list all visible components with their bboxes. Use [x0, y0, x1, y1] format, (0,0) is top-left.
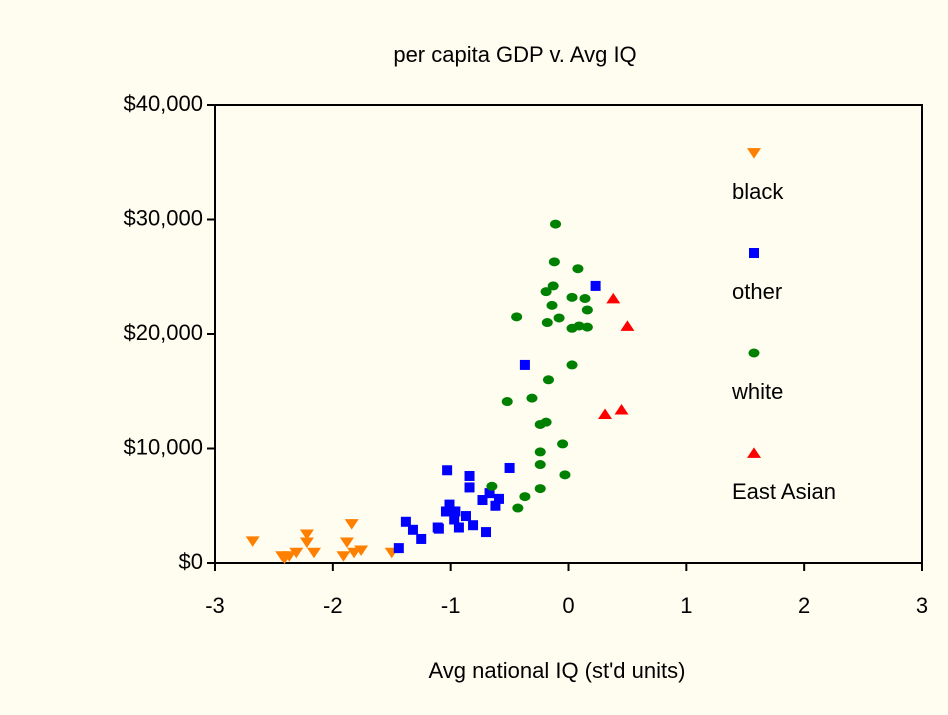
marker [453, 522, 464, 533]
marker [542, 375, 554, 385]
marker [620, 320, 635, 331]
marker [460, 511, 471, 522]
marker [486, 481, 498, 491]
marker [393, 543, 404, 554]
marker [344, 519, 359, 530]
marker [339, 537, 354, 548]
y-tick-label: $10,000 [123, 434, 203, 459]
marker [449, 514, 460, 525]
marker [511, 312, 523, 322]
marker [306, 547, 321, 559]
marker [566, 292, 578, 302]
marker [433, 523, 444, 534]
legend-marker [748, 348, 760, 358]
marker [468, 520, 479, 531]
marker [354, 545, 369, 557]
marker [598, 408, 613, 420]
marker [289, 547, 304, 559]
marker [534, 484, 546, 494]
marker [299, 529, 314, 540]
marker [547, 281, 559, 291]
x-tick-label: -2 [323, 593, 343, 618]
marker [590, 280, 601, 291]
legend-marker [747, 447, 761, 458]
marker [464, 470, 475, 481]
marker [581, 322, 593, 332]
marker [450, 506, 461, 517]
marker [548, 257, 560, 267]
marker [504, 462, 515, 473]
marker [541, 318, 553, 328]
marker [501, 397, 513, 407]
marker [553, 313, 565, 323]
marker [442, 465, 453, 476]
x-tick-label: 2 [798, 593, 810, 618]
legend-marker [749, 248, 759, 258]
x-tick-label: -3 [205, 593, 225, 618]
marker [481, 527, 492, 538]
marker [557, 439, 569, 449]
marker [493, 493, 504, 504]
marker [614, 403, 629, 415]
x-tick-label: -1 [441, 593, 461, 618]
marker [534, 447, 546, 457]
x-tick-label: 1 [680, 593, 692, 618]
marker [519, 492, 531, 502]
marker [540, 417, 552, 427]
y-tick-label: $20,000 [123, 320, 203, 345]
legend-label: East Asian [732, 479, 836, 504]
legend-label: white [731, 379, 783, 404]
marker [400, 516, 411, 527]
marker [512, 503, 524, 513]
marker [444, 499, 455, 510]
marker [579, 294, 591, 304]
marker [550, 219, 562, 229]
marker [416, 533, 427, 544]
marker [526, 393, 538, 403]
marker [573, 321, 585, 331]
marker [519, 359, 530, 370]
marker [566, 360, 578, 370]
marker [464, 482, 475, 493]
marker [606, 292, 621, 304]
y-tick-label: $40,000 [123, 91, 203, 116]
x-tick-label: 0 [562, 593, 574, 618]
marker [540, 287, 552, 297]
marker [534, 460, 546, 470]
marker [407, 524, 418, 535]
marker [336, 551, 351, 562]
marker [440, 506, 451, 517]
chart-title: per capita GDP v. Avg IQ [393, 42, 636, 67]
x-axis-label: Avg national IQ (st'd units) [429, 658, 686, 683]
marker [546, 300, 558, 310]
legend-marker [747, 148, 761, 159]
marker [572, 264, 584, 274]
x-tick-label: 3 [916, 593, 928, 618]
marker [477, 495, 488, 506]
marker [245, 536, 260, 547]
y-tick-label: $0 [179, 549, 203, 574]
marker [581, 305, 593, 315]
marker [299, 537, 314, 548]
marker [559, 470, 571, 480]
y-tick-label: $30,000 [123, 205, 203, 230]
marker [490, 500, 501, 511]
marker [484, 488, 495, 499]
marker [282, 551, 297, 562]
legend-label: other [732, 279, 782, 304]
legend-label: black [732, 179, 784, 204]
